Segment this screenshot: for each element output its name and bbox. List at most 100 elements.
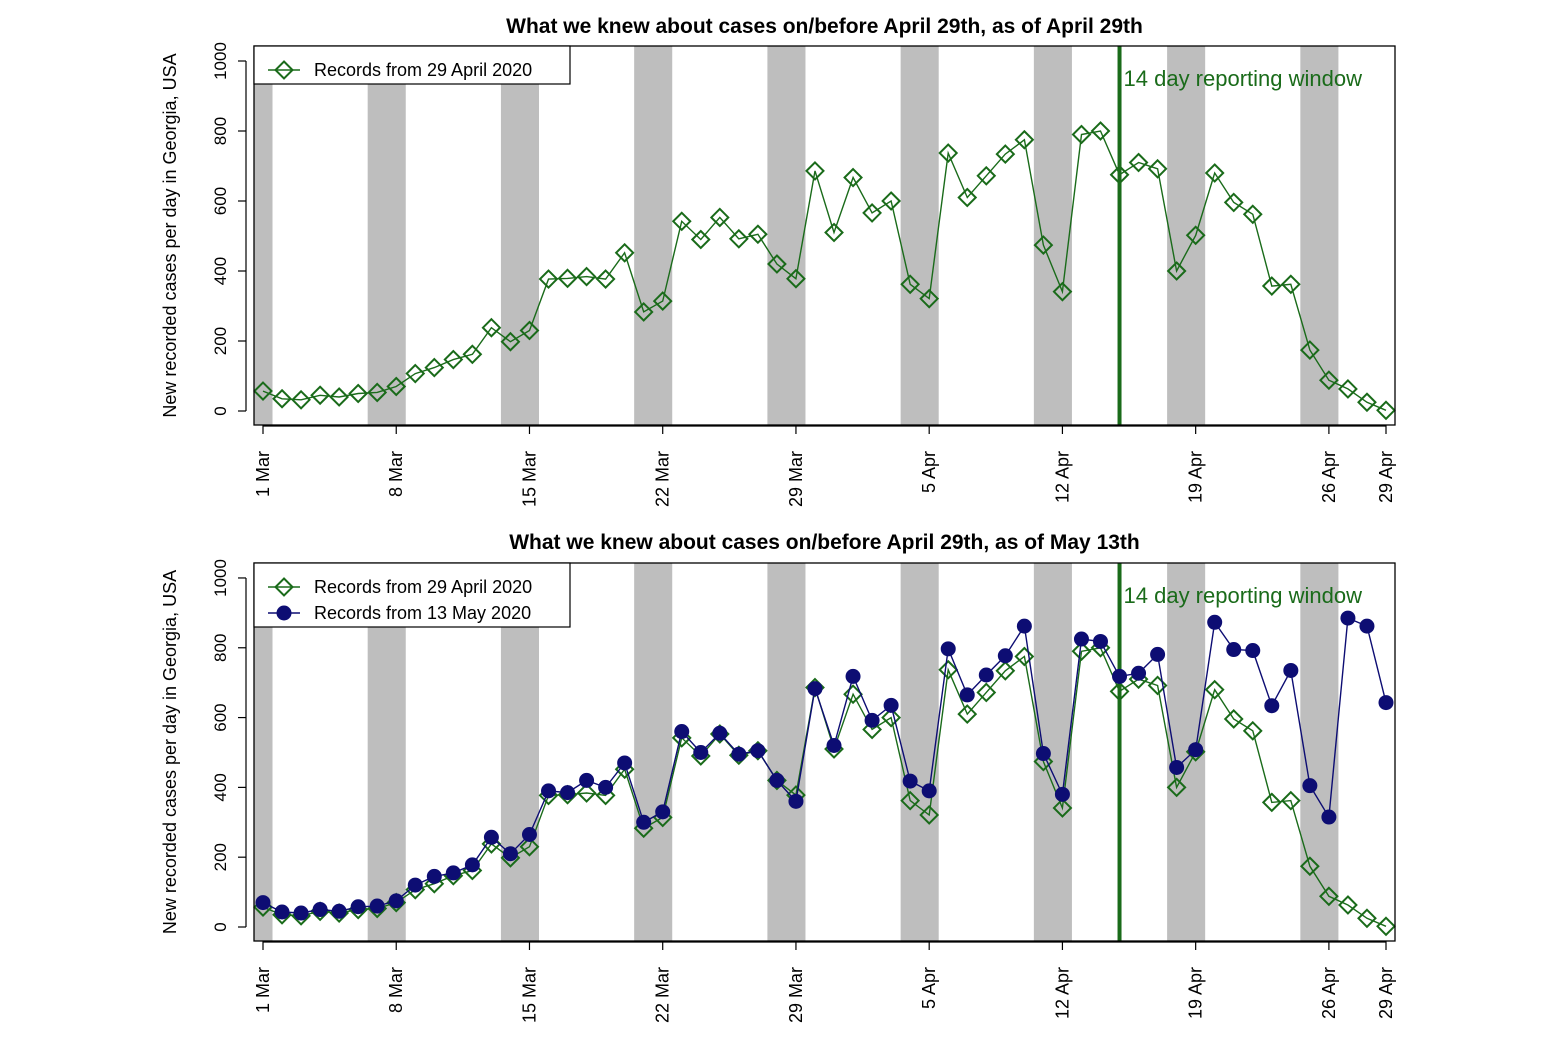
data-point [1245, 643, 1261, 659]
x-tick-label: 5 Apr [919, 451, 939, 493]
y-tick-label: 400 [211, 773, 230, 801]
data-point [329, 387, 350, 407]
data-point [367, 382, 388, 403]
x-tick-label: 1 Mar [253, 967, 273, 1013]
data-point [1223, 192, 1244, 213]
x-tick-label: 22 Mar [653, 451, 673, 507]
x-axis: 1 Mar 8 Mar 15 Mar 22 Mar 29 Mar 5 Apr 12 Apr 1… [253, 941, 1396, 1023]
x-tick-label: 12 Apr [1052, 967, 1072, 1019]
data-point [1166, 777, 1187, 798]
x-tick-label: 15 Mar [519, 967, 539, 1023]
weekend-band [634, 46, 673, 425]
y-axis: 0 200 400 600 800 1000 [211, 559, 247, 932]
data-point [652, 291, 673, 312]
data-point [483, 829, 499, 845]
series-1 [253, 121, 1396, 421]
data-point [674, 724, 690, 740]
data-point [1033, 235, 1054, 256]
data-point [1283, 662, 1299, 678]
plot-frame [253, 45, 1396, 426]
data-point [1109, 164, 1130, 185]
y-axis-label: New recorded cases per day in Georgia, U… [160, 570, 180, 934]
legend-marker [276, 605, 292, 621]
data-point [1052, 798, 1073, 818]
data-point [253, 381, 273, 401]
data-point [557, 268, 578, 289]
data-point [576, 266, 597, 287]
legend-box [253, 562, 571, 628]
data-point [1014, 646, 1035, 667]
legend: Records from 29 April 2020 [253, 45, 571, 85]
data-point [921, 783, 937, 799]
weekend-band [767, 563, 806, 941]
data-point [500, 331, 521, 352]
data-point [747, 224, 768, 245]
data-point [1054, 786, 1070, 802]
data-point [881, 707, 902, 728]
x-tick-label: 29 Apr [1376, 451, 1396, 503]
chart-panel-2: 14 day reporting window 0 200 400 600 800 1000… [160, 531, 1396, 1023]
data-point [1016, 618, 1032, 634]
data-point [690, 229, 711, 250]
data-point [938, 659, 959, 680]
data-point [1185, 225, 1206, 246]
y-tick-label: 1000 [211, 559, 230, 597]
weekend-band [1033, 46, 1072, 425]
data-point [443, 349, 464, 370]
data-point [272, 388, 292, 409]
data-point [655, 804, 671, 820]
data-point [883, 697, 899, 713]
legend-label: Records from 13 May 2020 [314, 603, 531, 623]
data-point [864, 712, 880, 728]
y-tick-label: 0 [211, 922, 230, 931]
data-point [712, 725, 728, 741]
data-point [940, 641, 956, 657]
y-axis: 0 200 400 600 800 1000 [211, 42, 247, 416]
y-tick-label: 600 [211, 703, 230, 731]
data-point [312, 902, 328, 918]
y-tick-label: 600 [211, 187, 230, 215]
data-point [728, 228, 749, 249]
data-point [978, 667, 994, 683]
weekend-band [500, 46, 539, 425]
data-point [405, 363, 426, 384]
data-point [1318, 886, 1339, 907]
weekend-band [900, 563, 939, 941]
data-point [1242, 204, 1263, 225]
x-tick-label: 26 Apr [1319, 967, 1339, 1019]
data-point [1128, 152, 1149, 173]
data-point [959, 687, 975, 703]
weekend-band [634, 563, 673, 941]
data-point [750, 743, 766, 759]
data-point [919, 805, 940, 825]
data-point [1131, 665, 1147, 681]
data-point [767, 254, 787, 274]
data-point [614, 242, 635, 263]
x-tick-label: 15 Mar [519, 451, 539, 507]
data-point [881, 191, 902, 211]
x-axis: 1 Mar 8 Mar 15 Mar 22 Mar 29 Mar 5 Apr 12 Apr 1… [253, 425, 1396, 507]
data-point [560, 785, 576, 801]
weekend-band [900, 46, 939, 425]
data-point [693, 744, 709, 760]
data-point [502, 846, 518, 862]
data-point [445, 865, 461, 881]
chart-title: What we knew about cases on/before April… [509, 531, 1140, 554]
data-point [1071, 641, 1092, 662]
x-tick-label: 29 Mar [786, 967, 806, 1023]
data-point [1035, 746, 1051, 762]
weekend-band [254, 46, 273, 425]
data-point [1340, 610, 1356, 626]
data-point [426, 868, 442, 884]
data-point [519, 320, 540, 341]
weekend-band [767, 46, 806, 425]
data-point [731, 746, 747, 762]
data-point [521, 827, 537, 843]
x-tick-label: 29 Mar [786, 451, 806, 507]
data-point [1302, 778, 1318, 794]
data-point [900, 790, 921, 811]
data-point [1338, 895, 1358, 915]
data-point [957, 187, 978, 208]
data-point [1204, 163, 1225, 183]
data-point [274, 904, 290, 920]
